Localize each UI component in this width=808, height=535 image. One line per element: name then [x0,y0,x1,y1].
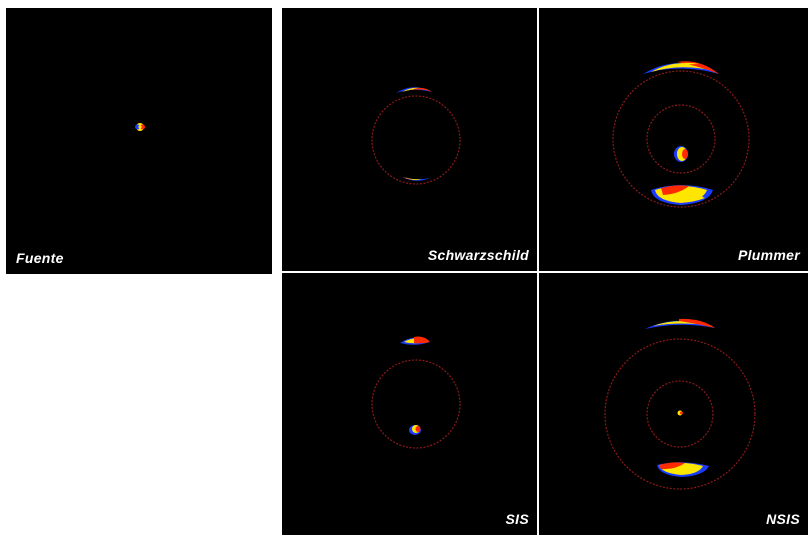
upper-arc-image [645,318,715,329]
source-dot [135,123,145,131]
nsis-lens-plane [604,318,756,490]
schwarzschild-lens-plane [371,87,461,185]
upper-arc-image [400,336,430,345]
lower-arc-image [402,177,430,181]
outer-critical-curve [612,70,750,208]
panel-nsis: NSIS [539,273,808,535]
lower-arc-image [657,462,709,477]
einstein-ring [371,359,461,449]
panel-label-plummer: Plummer [737,247,800,263]
source-plane [135,123,145,131]
panel-fuente: Fuente [6,8,272,274]
upper-arc-image [643,61,719,74]
panel-schwarzschild: Schwarzschild [282,8,537,271]
plummer-lens-plane [612,61,750,208]
panel-plummer: Plummer [539,8,808,271]
panel-sis: SIS [282,273,537,535]
inner-critical-curve [646,104,716,174]
panel-label-schwarzschild: Schwarzschild [427,247,529,263]
sis-lens-plane [371,336,461,449]
inner-critical-curve [646,380,714,448]
panel-label-nsis: NSIS [766,511,800,527]
inner-image [409,425,421,435]
upper-arc-image [396,87,432,93]
central-image [674,146,688,162]
central-image [677,410,683,416]
panel-label-sis: SIS [505,511,529,527]
panel-label-fuente: Fuente [16,250,64,266]
outer-critical-curve [604,338,756,490]
lower-arc-image [651,185,713,205]
einstein-ring [371,95,461,185]
